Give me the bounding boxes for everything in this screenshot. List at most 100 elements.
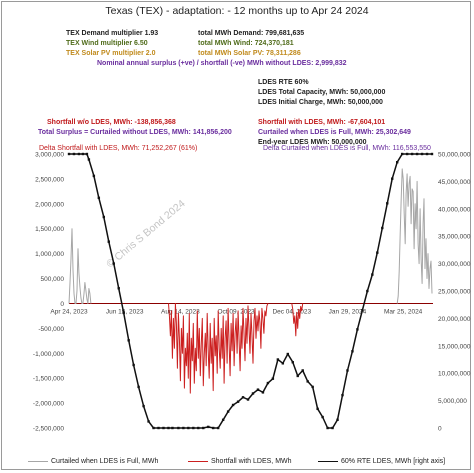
left-axis-tick-label: 1,500,000: [35, 226, 64, 233]
ldes-data-point: [381, 226, 384, 230]
ldes-data-point: [361, 308, 364, 312]
series-line-curtailed: [396, 168, 433, 304]
total-demand: total MWh Demand: 799,681,635: [198, 30, 305, 37]
ldes-data-point: [281, 362, 285, 365]
ldes-data-point: [326, 426, 329, 430]
ldes-data-point: [207, 425, 210, 429]
right-axis-tick-label: 50,000,000: [438, 152, 471, 159]
ldes-data-point: [341, 393, 344, 397]
ldes-data-point: [97, 196, 101, 200]
nominal-surplus: Nominal annual surplus (+ve) / shortfall…: [97, 60, 347, 67]
end-year-ldes: End-year LDES MWh: 50,000,000: [258, 139, 367, 146]
ldes-data-point: [286, 352, 289, 356]
x-axis-tick-label: Jan 29, 2024: [329, 308, 367, 315]
ldes-data-point: [386, 202, 389, 205]
right-axis-tick-label: 5,000,000: [438, 398, 467, 405]
left-axis-tick-label: 3,000,000: [35, 152, 64, 159]
ldes-data-point: [366, 289, 369, 293]
ldes-data-point: [256, 388, 260, 391]
wind-multiplier: TEX Wind multiplier 6.50: [66, 40, 148, 47]
right-axis-tick-label: 15,000,000: [438, 343, 471, 350]
ldes-data-point: [112, 262, 115, 265]
ldes-data-point: [415, 152, 419, 156]
legend-swatch-black: [318, 460, 338, 462]
legend-swatch-gray: [28, 460, 48, 462]
ldes-data-point: [395, 161, 399, 164]
ldes-data-point: [162, 426, 165, 430]
ldes-data-point: [376, 251, 379, 254]
ldes-data-point: [351, 350, 354, 353]
left-axis-tick-label: -2,500,000: [33, 426, 64, 433]
ldes-data-point: [306, 380, 309, 383]
ldes-data-point: [157, 426, 160, 430]
ldes-data-point: [212, 426, 215, 430]
ldes-data-point: [192, 426, 195, 430]
ldes-data-point: [132, 363, 135, 367]
series-line-shortfall: [291, 303, 304, 337]
ldes-data-point: [85, 152, 89, 156]
ldes-data-point: [261, 391, 265, 394]
chart-title: Texas (TEX) - adaptation: - 12 months up…: [105, 5, 369, 17]
shortfall-without-ldes: Shortfall w/o LDES, MWh: -138,856,368: [47, 119, 176, 126]
right-axis-tick-label: 40,000,000: [438, 206, 471, 213]
ldes-data-point: [405, 152, 409, 156]
ldes-data-point: [296, 374, 299, 378]
left-axis-tick-label: 2,000,000: [35, 201, 64, 208]
legend-label-curtailed: Curtailed when LDES is Full, MWh: [51, 458, 159, 465]
ldes-rte: LDES RTE 60%: [258, 79, 309, 86]
series-line-ldes: [69, 153, 432, 429]
ldes-data-point: [430, 152, 434, 156]
ldes-data-point: [410, 152, 414, 156]
ldes-data-point: [371, 273, 374, 276]
ldes-data-point: [102, 215, 106, 219]
ldes-data-point: [182, 426, 185, 430]
left-axis-tick-label: -1,000,000: [33, 351, 64, 358]
ldes-data-point: [171, 426, 174, 430]
ldes-data-point: [236, 400, 240, 403]
right-axis-tick-label: 10,000,000: [438, 371, 471, 378]
total-solar: total MWh Solar PV: 78,311,286: [198, 50, 301, 57]
legend-swatch-red: [188, 460, 208, 462]
left-axis-tick-label: 500,000: [41, 276, 65, 283]
ldes-data-point: [231, 403, 235, 407]
right-axis-tick-label: 25,000,000: [438, 289, 471, 296]
delta-shortfall: Delta Shortfall with LDES, MWh: 71,252,2…: [39, 145, 198, 152]
x-axis-tick-label: Aug 14, 2023: [161, 308, 200, 315]
ldes-capacity: LDES Total Capacity, MWh: 50,000,000: [258, 89, 386, 96]
total-wind: total MWh Wind: 724,370,181: [198, 40, 294, 47]
right-axis-tick-label: 0: [438, 426, 442, 433]
ldes-data-point: [147, 420, 150, 423]
ldes-data-point: [202, 426, 205, 430]
delta-curtailed: Delta Curtailed when LDES is Full, MWh: …: [263, 145, 431, 152]
ldes-data-point: [197, 426, 200, 430]
ldes-data-point: [276, 358, 280, 361]
ldes-data-point: [127, 339, 130, 342]
legend-item-curtailed: Curtailed when LDES is Full, MWh: [28, 458, 158, 466]
ldes-data-point: [122, 311, 125, 315]
ldes-data-point: [177, 426, 180, 430]
x-axis-tick-label: Dec 04, 2023: [272, 308, 311, 315]
total-surplus: Total Surplus = Curtailed without LDES, …: [38, 129, 232, 136]
ldes-data-point: [152, 426, 155, 430]
ldes-data-point: [81, 152, 85, 156]
left-axis-tick-label: 1,000,000: [35, 251, 64, 258]
legend-item-shortfall: Shortfall with LDES, MWh: [188, 458, 292, 466]
ldes-data-point: [92, 174, 96, 178]
right-axis-tick-label: 45,000,000: [438, 179, 471, 186]
ldes-data-point: [72, 152, 76, 156]
ldes-data-point: [246, 398, 250, 401]
left-axis-tick-label: -1,500,000: [33, 376, 64, 383]
ldes-data-point: [400, 152, 404, 156]
ldes-data-point: [137, 385, 140, 389]
curtailed-full: Curtailed when LDES is Full, MWh: 25,302…: [258, 129, 411, 136]
ldes-data-point: [356, 328, 359, 331]
right-axis-tick-label: 30,000,000: [438, 261, 471, 268]
ldes-data-point: [321, 415, 324, 419]
ldes-data-point: [391, 177, 394, 180]
right-axis-tick-label: 35,000,000: [438, 234, 471, 241]
solar-multiplier: TEX Solar PV multiplier 2.0: [66, 50, 156, 57]
legend-item-ldes: 60% RTE LDES, MWh [right axis]: [318, 458, 445, 466]
ldes-data-point: [221, 418, 225, 421]
ldes-data-point: [420, 152, 424, 156]
x-axis-tick-label: Mar 25, 2024: [384, 308, 423, 315]
